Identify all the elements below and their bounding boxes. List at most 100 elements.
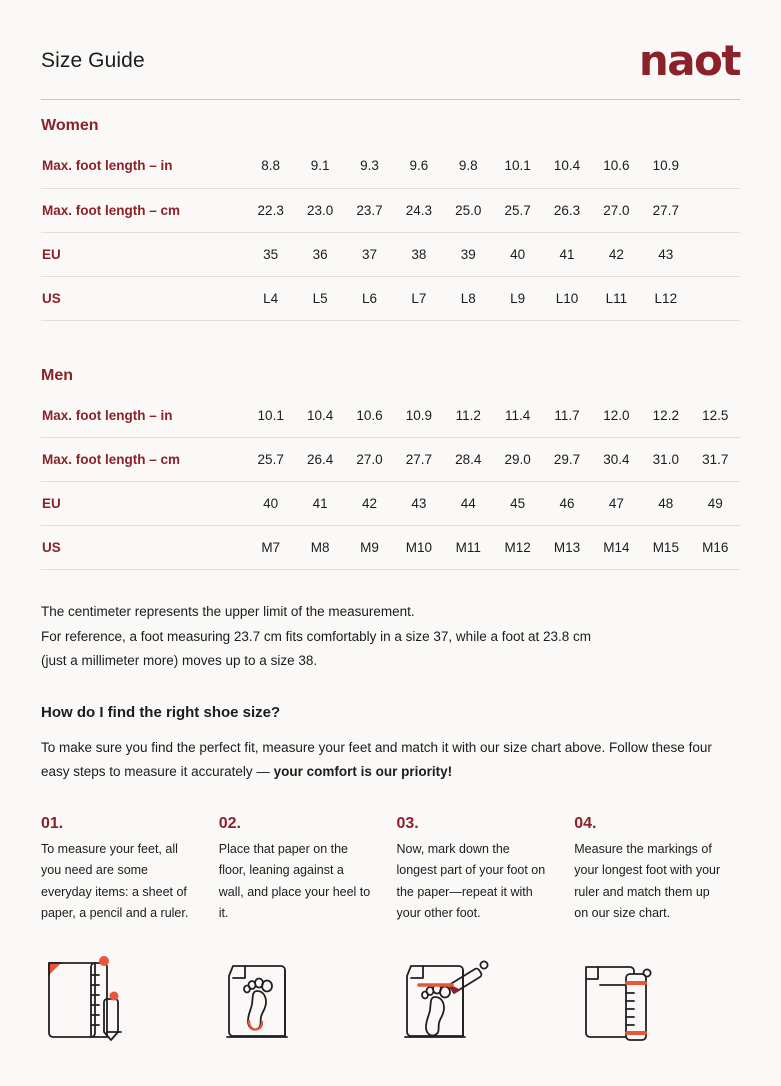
- table-cell: 45: [492, 481, 543, 526]
- table-cell: 9.6: [394, 144, 444, 189]
- table-cell: M12: [492, 525, 543, 570]
- table-row: Max. foot length – in 8.8 9.1 9.3 9.6 9.…: [41, 144, 740, 189]
- step-item-1: 01. To measure your feet, all you need a…: [41, 815, 207, 925]
- table-cell: 25.7: [246, 437, 296, 482]
- heel-accent: [247, 1019, 263, 1031]
- table-cell: L6: [344, 276, 395, 321]
- note-line-3: (just a millimeter more) moves up to a s…: [41, 653, 318, 669]
- paper-foot-pencil-mark-icon: [403, 960, 489, 1038]
- naot-logo: naot: [638, 36, 742, 85]
- row-label: Max. foot length – cm: [41, 188, 246, 233]
- step-number: 01.: [41, 814, 64, 832]
- step-icon-1-cell: [41, 947, 207, 1057]
- step-icon-4-cell: [574, 947, 740, 1057]
- table-cell: L8: [443, 276, 493, 321]
- ruler-tip-accent: [109, 991, 119, 1001]
- table-cell: 23.7: [344, 188, 395, 233]
- table-cell: [690, 232, 740, 277]
- row-label: Max. foot length – cm: [41, 437, 246, 482]
- table-cell: 10.4: [295, 393, 345, 438]
- table-cell: 43: [394, 481, 444, 526]
- table-cell: 25.0: [443, 188, 493, 233]
- table-cell: 11.2: [443, 393, 493, 438]
- table-cell: 41: [542, 232, 592, 277]
- table-cell: 23.0: [295, 188, 345, 233]
- table-cell: 24.3: [394, 188, 444, 233]
- table-cell: 29.7: [542, 437, 592, 482]
- table-cell: 26.3: [542, 188, 592, 233]
- table-cell: [690, 188, 740, 233]
- table-cell: 10.1: [492, 144, 543, 189]
- step-icon-3-cell: [397, 947, 563, 1057]
- page-header: Size Guide naot: [41, 32, 742, 90]
- men-size-table: Max. foot length – in 10.1 10.4 10.6 10.…: [41, 393, 740, 570]
- step-number: 03.: [396, 814, 419, 832]
- table-cell: M9: [344, 525, 395, 570]
- table-cell: 48: [641, 481, 691, 526]
- howto-body-text: To make sure you find the perfect fit, m…: [41, 739, 712, 780]
- step-number: 02.: [218, 814, 241, 832]
- step-text: Measure the markings of your longest foo…: [574, 841, 721, 921]
- ruler-hole-icon: [642, 968, 652, 978]
- table-row: Max. foot length – in 10.1 10.4 10.6 10.…: [41, 393, 740, 438]
- paper-ruler-measure-icon: [585, 965, 652, 1041]
- table-cell: 49: [690, 481, 740, 526]
- table-cell: M10: [394, 525, 444, 570]
- table-cell: L9: [492, 276, 543, 321]
- table-cell: 47: [591, 481, 642, 526]
- table-cell: 10.6: [591, 144, 642, 189]
- table-cell: 27.7: [394, 437, 444, 482]
- women-size-table: Max. foot length – in 8.8 9.1 9.3 9.6 9.…: [41, 144, 740, 321]
- table-row: US M7 M8 M9 M10 M11 M12 M13 M14 M15 M16: [41, 525, 740, 570]
- men-section-title: Men: [41, 366, 73, 384]
- table-cell: 28.4: [443, 437, 493, 482]
- step-text: To measure your feet, all you need are s…: [41, 841, 189, 921]
- table-cell: 39: [443, 232, 493, 277]
- table-cell: 35: [246, 232, 296, 277]
- men-section: Men Max. foot length – in 10.1 10.4 10.6…: [41, 350, 740, 570]
- table-cell: M11: [443, 525, 493, 570]
- table-cell: L5: [295, 276, 345, 321]
- pencil-tip-accent: [99, 955, 109, 966]
- step-text: Now, mark down the longest part of your …: [396, 841, 546, 921]
- table-cell: 27.7: [641, 188, 691, 233]
- step-item-3: 03. Now, mark down the longest part of y…: [397, 815, 563, 925]
- table-cell: M13: [542, 525, 592, 570]
- table-cell: 10.4: [542, 144, 592, 189]
- table-cell: L10: [542, 276, 592, 321]
- pencil-eraser-ring: [479, 960, 489, 970]
- steps-list: 01. To measure your feet, all you need a…: [41, 815, 740, 925]
- table-cell: 40: [246, 481, 296, 526]
- table-row: EU 35 36 37 38 39 40 41 42 43: [41, 232, 740, 277]
- page-title: Size Guide: [41, 49, 145, 72]
- table-cell: 8.8: [246, 144, 296, 189]
- table-cell: 25.7: [492, 188, 543, 233]
- table-cell: 10.9: [641, 144, 691, 189]
- table-row: US L4 L5 L6 L7 L8 L9 L10 L11 L12: [41, 276, 740, 321]
- table-cell: M8: [295, 525, 345, 570]
- table-cell: 31.0: [641, 437, 691, 482]
- women-section-title: Women: [41, 117, 99, 134]
- row-label: US: [41, 525, 246, 570]
- table-cell: 41: [295, 481, 345, 526]
- table-cell: M14: [591, 525, 642, 570]
- table-row: Max. foot length – cm 22.3 23.0 23.7 24.…: [41, 188, 740, 233]
- step-number: 04.: [574, 814, 597, 832]
- step-icon-2-cell: [219, 947, 385, 1057]
- row-label: Max. foot length – in: [41, 393, 246, 438]
- table-cell: 9.8: [443, 144, 493, 189]
- table-cell: 31.7: [690, 437, 740, 482]
- paper-ruler-pencil-icon: [48, 955, 122, 1041]
- table-cell: 40: [492, 232, 543, 277]
- row-label: US: [41, 276, 246, 321]
- women-section: Women Max. foot length – in 8.8 9.1 9.3 …: [41, 100, 740, 321]
- table-cell: 38: [394, 232, 444, 277]
- table-cell: 12.5: [690, 393, 740, 438]
- table-cell: 27.0: [591, 188, 642, 233]
- table-cell: L7: [394, 276, 444, 321]
- table-cell: 12.2: [641, 393, 691, 438]
- table-cell: 30.4: [591, 437, 642, 482]
- table-row: EU 40 41 42 43 44 45 46 47 48 49: [41, 481, 740, 526]
- howto-heading: How do I find the right shoe size?: [41, 703, 281, 721]
- header-divider: [41, 99, 740, 100]
